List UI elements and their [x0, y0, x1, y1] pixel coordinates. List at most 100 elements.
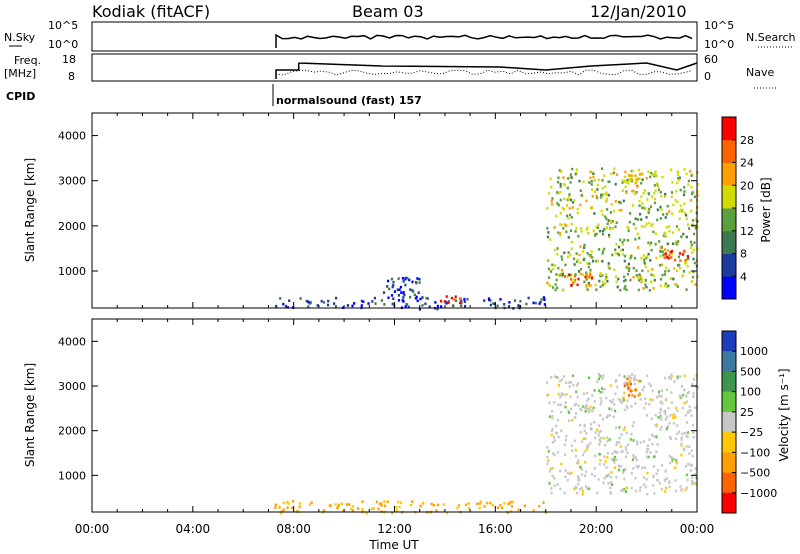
scatter-cell: [491, 503, 494, 507]
scatter-cell: [619, 238, 622, 242]
scatter-cell: [274, 506, 277, 509]
scatter-cell: [553, 439, 556, 442]
scatter-cell: [576, 461, 579, 465]
scatter-cell: [638, 236, 641, 240]
scatter-cell: [666, 249, 669, 252]
scatter-cell: [691, 251, 694, 255]
scatter-cell: [658, 263, 662, 267]
scatter-cell: [660, 487, 663, 491]
scatter-cell: [532, 301, 535, 305]
scatter-cell: [566, 214, 569, 218]
scatter-cell: [583, 243, 586, 247]
scatter-cell: [577, 234, 580, 238]
scatter-cell: [607, 482, 610, 485]
scatter-cell: [550, 199, 553, 203]
scatter-cell: [605, 416, 608, 419]
scatter-cell: [598, 430, 601, 434]
scatter-cell: [382, 291, 386, 294]
scatter-cell: [615, 458, 618, 461]
scatter-cell: [380, 299, 383, 302]
scatter-cell: [624, 467, 627, 471]
scatter-cell: [586, 276, 589, 279]
scatter-cell: [678, 263, 681, 267]
scatter-cell: [643, 262, 647, 265]
scatter-cell: [663, 490, 667, 493]
scatter-cell: [619, 288, 622, 292]
scatter-cell: [567, 198, 570, 201]
scatter-cell: [650, 433, 654, 437]
scatter-cell: [299, 297, 302, 300]
scatter-cell: [655, 256, 658, 260]
scatter-cell: [639, 441, 642, 444]
scatter-cell: [641, 178, 644, 181]
scatter-cell: [641, 206, 644, 210]
scatter-cell: [567, 411, 571, 414]
scatter-cell: [558, 231, 561, 235]
scatter-cell: [674, 437, 677, 441]
colorbar-tick-label: 16: [740, 202, 754, 215]
scatter-cell: [602, 193, 605, 196]
scatter-cell: [674, 283, 677, 286]
scatter-cell: [651, 195, 654, 198]
scatter-cell: [565, 204, 569, 207]
scatter-cell: [547, 283, 551, 286]
scatter-cell: [631, 424, 634, 428]
scatter-cell: [548, 415, 551, 418]
scatter-cell: [606, 436, 609, 439]
scatter-cell: [620, 450, 623, 453]
nsky-trace: [275, 33, 693, 48]
scatter-cell: [676, 377, 679, 380]
scatter-cell: [692, 248, 695, 252]
scatter-cell: [596, 196, 599, 200]
scatter-cell: [571, 374, 574, 378]
scatter-cell: [563, 251, 566, 255]
scatter-cell: [605, 396, 608, 400]
scatter-cell: [397, 500, 400, 504]
scatter-cell: [519, 299, 522, 303]
scatter-cell: [673, 457, 676, 461]
scatter-cell: [377, 507, 380, 511]
scatter-cell: [362, 300, 365, 303]
scatter-cell: [564, 263, 567, 267]
scatter-cell: [675, 190, 678, 193]
scatter-cell: [685, 434, 688, 438]
scatter-cell: [590, 422, 593, 426]
scatter-cell: [643, 466, 646, 469]
scatter-cell: [656, 396, 659, 399]
scatter-cell: [684, 211, 687, 215]
scatter-cell: [568, 381, 571, 384]
scatter-cell: [634, 238, 637, 241]
scatter-cell: [598, 443, 601, 446]
scatter-cell: [679, 204, 682, 208]
scatter-cell: [658, 240, 661, 243]
scatter-cell: [412, 290, 415, 293]
scatter-cell: [653, 492, 656, 495]
scatter-cell: [609, 211, 612, 214]
scatter-cell: [669, 436, 672, 439]
scatter-cell: [576, 475, 579, 478]
nave-tick-top: 60: [704, 53, 718, 66]
scatter-cell: [656, 468, 659, 472]
scatter-cell: [628, 375, 631, 379]
scatter-cell: [668, 376, 671, 379]
scatter-cell: [597, 372, 600, 376]
scatter-cell: [573, 280, 576, 284]
scatter-cell: [691, 275, 695, 279]
scatter-cell: [309, 301, 312, 304]
scatter-cell: [549, 238, 552, 241]
scatter-cell: [621, 181, 624, 184]
scatter-cell: [556, 451, 560, 454]
scatter-cell: [615, 221, 618, 224]
scatter-cell: [655, 472, 658, 476]
scatter-cell: [525, 302, 528, 306]
scatter-cell: [460, 301, 463, 305]
colorbar-tick-label: 25: [740, 406, 754, 419]
scatter-cell: [693, 473, 696, 476]
scatter-cell: [678, 217, 681, 221]
scatter-cell: [610, 172, 613, 176]
scatter-cell: [554, 283, 557, 286]
scatter-cell: [585, 278, 588, 281]
scatter-cell: [585, 485, 588, 488]
scatter-cell: [570, 176, 573, 179]
scatter-cell: [587, 376, 591, 380]
